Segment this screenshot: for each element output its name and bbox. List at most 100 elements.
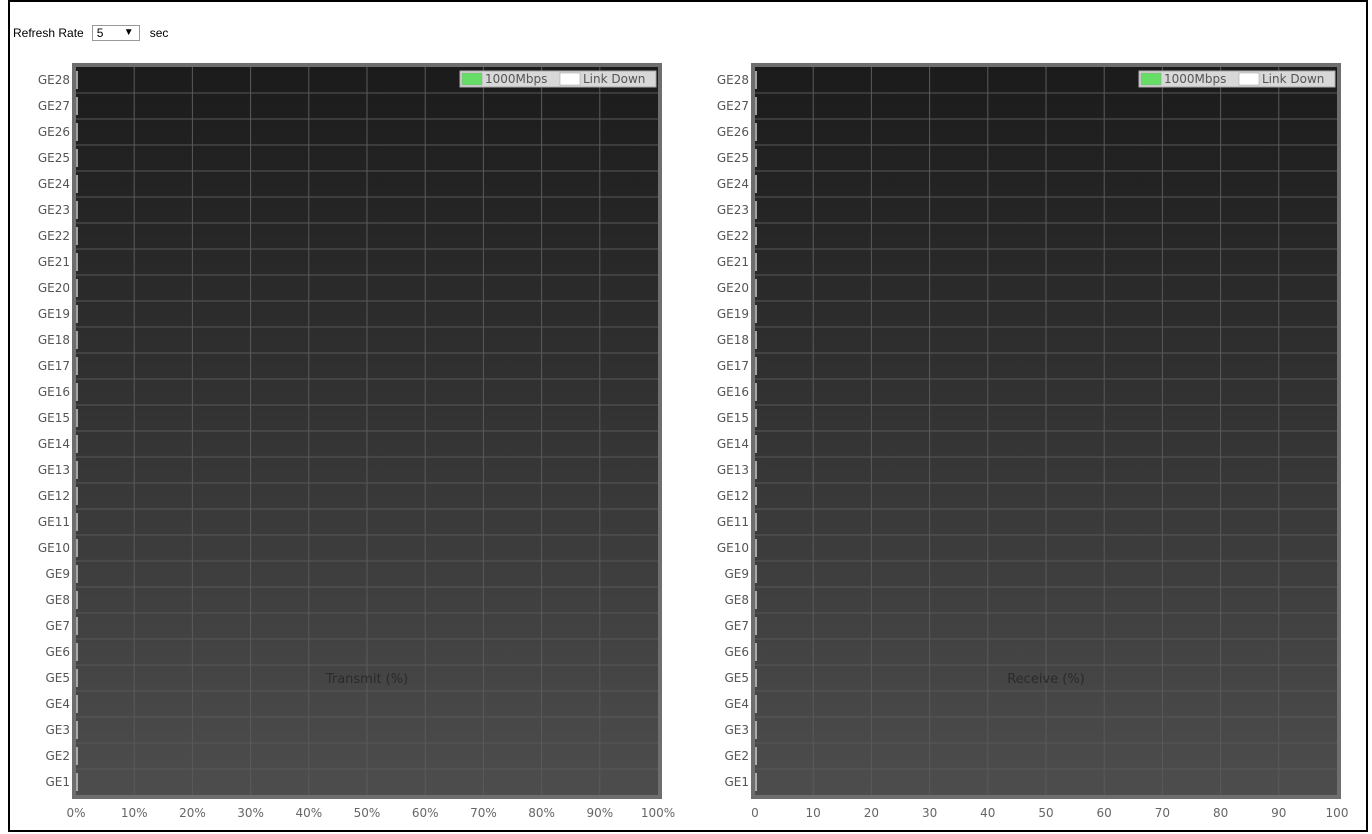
legend-box <box>459 70 657 88</box>
port-label: GE8 <box>45 593 70 607</box>
port-label: GE6 <box>45 645 70 659</box>
x-tick-label: 50% <box>354 806 381 820</box>
port-label: GE15 <box>717 411 749 425</box>
port-label: GE25 <box>717 151 749 165</box>
x-tick-label: 30 <box>922 806 937 820</box>
port-label: GE10 <box>38 541 70 555</box>
x-tick-label: 0% <box>66 806 85 820</box>
x-tick-label: 60 <box>1097 806 1112 820</box>
port-label: GE18 <box>38 333 70 347</box>
port-label: GE13 <box>717 463 749 477</box>
port-label: GE10 <box>717 541 749 555</box>
port-label: GE12 <box>717 489 749 503</box>
legend-label: 1000Mbps <box>1164 72 1226 86</box>
legend-label: Link Down <box>583 72 645 86</box>
x-tick-label: 0 <box>751 806 759 820</box>
x-tick-label: 40 <box>980 806 995 820</box>
x-tick-label: 80% <box>528 806 555 820</box>
port-label: GE14 <box>717 437 749 451</box>
legend-swatch <box>461 72 483 86</box>
port-label: GE15 <box>38 411 70 425</box>
legend: 1000Mbps Link Down <box>459 70 657 88</box>
top-border <box>8 0 1368 2</box>
x-tick-label: 20 <box>864 806 879 820</box>
port-label: GE11 <box>717 515 749 529</box>
x-tick-label: 100 <box>1326 806 1349 820</box>
transmit-chart: 0% 10% 20% 30% 40% 50% 60% 70% 80% 90% 100% GE28 GE2… <box>38 63 675 820</box>
port-label: GE1 <box>45 775 70 789</box>
port-label: GE3 <box>45 723 70 737</box>
port-label: GE28 <box>38 73 70 87</box>
receive-chart: 0 10 20 30 40 50 60 70 80 90 100 GE28 GE27 GE26 GE25 GE… <box>717 63 1349 820</box>
port-label: GE12 <box>38 489 70 503</box>
legend-swatch <box>1238 72 1260 86</box>
refresh-rate-control: Refresh Rate 5 ▼ sec <box>13 24 168 42</box>
port-label: GE28 <box>717 73 749 87</box>
port-label: GE18 <box>717 333 749 347</box>
port-label: GE19 <box>717 307 749 321</box>
port-label: GE27 <box>38 99 70 113</box>
port-label: GE14 <box>38 437 70 451</box>
dropdown-arrow-icon: ▼ <box>123 27 134 38</box>
x-tick-label: 80 <box>1213 806 1228 820</box>
x-tick-label: 10% <box>121 806 148 820</box>
legend: 1000Mbps Link Down <box>1138 70 1336 88</box>
port-label: GE26 <box>717 125 749 139</box>
port-label: GE2 <box>45 749 70 763</box>
x-tick-label: 30% <box>237 806 264 820</box>
port-label: GE4 <box>724 697 749 711</box>
x-tick-label: 90 <box>1271 806 1286 820</box>
port-label: GE9 <box>45 567 70 581</box>
port-label: GE25 <box>38 151 70 165</box>
port-label: GE9 <box>724 567 749 581</box>
port-label: GE23 <box>38 203 70 217</box>
port-label: GE16 <box>38 385 70 399</box>
port-label: GE5 <box>45 671 70 685</box>
refresh-rate-select[interactable]: 5 ▼ <box>91 25 140 41</box>
x-tick-label: 90% <box>586 806 613 820</box>
port-label: GE5 <box>724 671 749 685</box>
legend-label: Link Down <box>1262 72 1324 86</box>
port-label: GE11 <box>38 515 70 529</box>
refresh-rate-unit: sec <box>149 26 169 40</box>
x-tick-label: 70% <box>470 806 497 820</box>
port-label: GE24 <box>717 177 749 191</box>
x-tick-label: 100% <box>641 806 675 820</box>
port-label: GE21 <box>717 255 749 269</box>
refresh-rate-value: 5 <box>96 26 104 40</box>
axis-title: Transmit (%) <box>325 672 408 687</box>
legend-label: 1000Mbps <box>485 72 547 86</box>
port-label: GE7 <box>724 619 749 633</box>
x-tick-label: 10 <box>806 806 821 820</box>
x-tick-label: 60% <box>412 806 439 820</box>
refresh-rate-label: Refresh Rate <box>13 26 84 40</box>
page-frame <box>8 0 1368 832</box>
x-tick-label: 50 <box>1038 806 1053 820</box>
port-label: GE19 <box>38 307 70 321</box>
port-label: GE23 <box>717 203 749 217</box>
port-label: GE20 <box>38 281 70 295</box>
port-label: GE3 <box>724 723 749 737</box>
port-label: GE17 <box>38 359 70 373</box>
x-tick-label: 70 <box>1155 806 1170 820</box>
legend-box <box>1138 70 1336 88</box>
port-label: GE26 <box>38 125 70 139</box>
x-tick-label: 20% <box>179 806 206 820</box>
port-label: GE6 <box>724 645 749 659</box>
port-label: GE22 <box>717 229 749 243</box>
port-label: GE17 <box>717 359 749 373</box>
port-label: GE21 <box>38 255 70 269</box>
legend-swatch <box>559 72 581 86</box>
port-label: GE7 <box>45 619 70 633</box>
port-label: GE27 <box>717 99 749 113</box>
port-label: GE1 <box>724 775 749 789</box>
port-label: GE20 <box>717 281 749 295</box>
port-label: GE22 <box>38 229 70 243</box>
port-label: GE2 <box>724 749 749 763</box>
legend-swatch <box>1140 72 1162 86</box>
port-label: GE13 <box>38 463 70 477</box>
port-label: GE16 <box>717 385 749 399</box>
axis-title: Receive (%) <box>1007 672 1085 687</box>
x-tick-label: 40% <box>295 806 322 820</box>
port-label: GE24 <box>38 177 70 191</box>
